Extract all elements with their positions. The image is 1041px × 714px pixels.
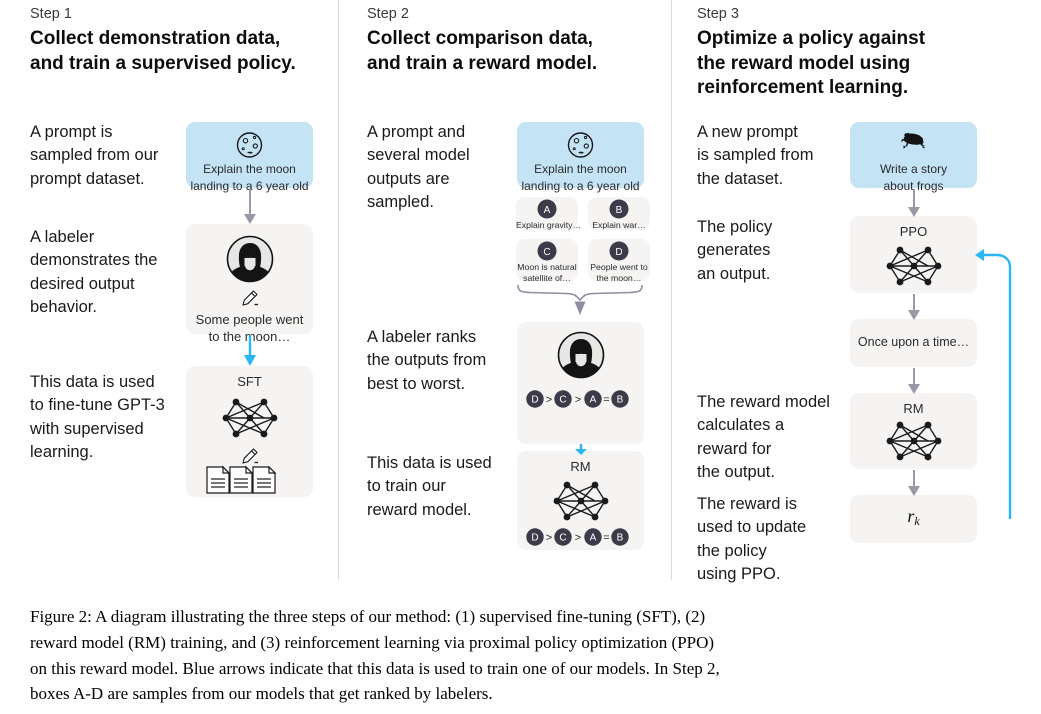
svg-text:A: A [544,205,551,216]
svg-text:B: B [617,394,624,405]
svg-text:C: C [559,532,566,543]
svg-text:>: > [546,394,552,406]
svg-text:A: A [590,394,597,405]
svg-text:D: D [615,247,622,258]
svg-text:>: > [575,532,581,544]
svg-text:D: D [531,394,538,405]
svg-text:A: A [590,532,597,543]
svg-text:B: B [616,205,623,216]
svg-text:C: C [559,394,566,405]
svg-text:=: = [603,394,609,406]
svg-text:=: = [603,532,609,544]
svg-text:D: D [531,532,538,543]
svg-text:>: > [575,394,581,406]
svg-text:C: C [543,247,550,258]
svg-text:>: > [546,532,552,544]
svg-text:B: B [617,532,624,543]
